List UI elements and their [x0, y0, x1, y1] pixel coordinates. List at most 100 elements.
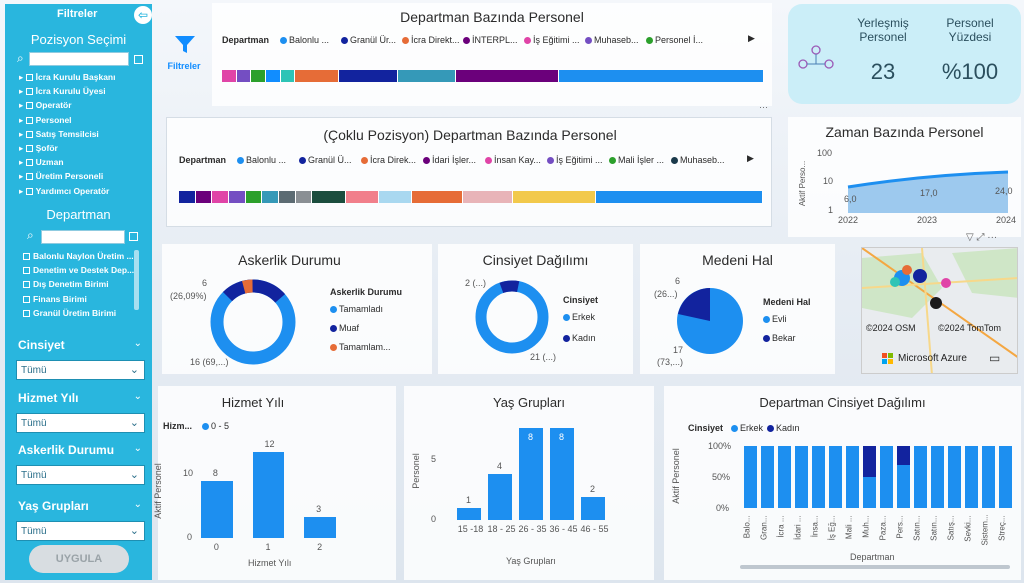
bar-segment[interactable]	[195, 191, 213, 203]
checkbox[interactable]	[25, 116, 33, 124]
bar-erkek[interactable]	[761, 446, 774, 508]
checkbox[interactable]	[23, 309, 30, 317]
bar-segment[interactable]	[456, 70, 559, 82]
legend-item[interactable]: İnsan Kay...	[485, 155, 541, 165]
legend-item[interactable]: Kadın	[563, 333, 596, 343]
chevron-down-icon[interactable]: ⌄	[133, 391, 142, 402]
bar-segment[interactable]	[345, 191, 380, 203]
checkbox[interactable]	[25, 173, 33, 181]
checkbox[interactable]	[25, 130, 33, 138]
bar-kadin[interactable]	[863, 446, 876, 477]
bar-segment[interactable]	[558, 70, 764, 82]
legend-item[interactable]: Kadın	[767, 423, 800, 433]
bar[interactable]	[201, 480, 233, 538]
filter-dropdown[interactable]: Tümü ⌄	[16, 360, 145, 380]
bar[interactable]	[304, 516, 336, 538]
legend-next-icon[interactable]: ▶	[747, 153, 754, 163]
pozisyon-item[interactable]: ▸ Operatör	[19, 100, 72, 111]
legend-item[interactable]: İcra Direkt...	[402, 35, 460, 45]
departman-item[interactable]: Finans Birimi	[23, 294, 87, 304]
bar-erkek[interactable]	[795, 446, 808, 508]
more-options-icon[interactable]: ···	[759, 102, 768, 112]
bar-segment[interactable]	[280, 70, 296, 82]
legend-item[interactable]: Personel İ...	[646, 35, 703, 45]
bar-erkek[interactable]	[744, 446, 757, 508]
legend-item[interactable]: Muaf	[330, 323, 359, 333]
bar-segment[interactable]	[212, 191, 230, 203]
legend-item[interactable]: Granül Ü...	[299, 155, 352, 165]
visual-header-icons[interactable]: ▽ ⤢ ···	[966, 232, 997, 243]
checkbox[interactable]	[25, 187, 33, 195]
legend-item[interactable]: Balonlu ...	[280, 35, 329, 45]
bar-erkek[interactable]	[897, 464, 910, 508]
checkbox[interactable]	[25, 74, 33, 81]
bar-erkek[interactable]	[982, 446, 995, 508]
legend-item[interactable]: Erkek	[563, 312, 595, 322]
bar-erkek[interactable]	[914, 446, 927, 508]
comment-icon[interactable]: ▭	[989, 351, 1001, 365]
departman-item[interactable]: Balonlu Naylon Üretim ...	[23, 251, 134, 261]
bar-erkek[interactable]	[948, 446, 961, 508]
chevron-down-icon[interactable]: ⌄	[133, 338, 142, 349]
departman-item[interactable]: Denetim ve Destek Dep...	[23, 265, 134, 275]
horizontal-scrollbar[interactable]	[740, 565, 1010, 569]
legend-item[interactable]: Tamamlam...	[330, 342, 391, 352]
bar-segment[interactable]	[295, 70, 340, 82]
bar-erkek[interactable]	[829, 446, 842, 508]
select-all-icon[interactable]	[129, 232, 138, 241]
select-all-icon[interactable]	[134, 55, 143, 64]
chevron-down-icon[interactable]: ⌄	[133, 499, 142, 510]
bar[interactable]	[457, 508, 481, 520]
bar-erkek[interactable]	[880, 446, 893, 508]
legend-item[interactable]: Evli	[763, 314, 787, 324]
filter-dropdown[interactable]: Tümü ⌄	[16, 521, 145, 541]
checkbox[interactable]	[23, 267, 30, 275]
pozisyon-item[interactable]: ▸ Satış Temsilcisi	[19, 128, 99, 139]
checkbox[interactable]	[25, 88, 33, 96]
legend-item[interactable]: İş Eğitimi ...	[524, 35, 580, 45]
pozisyon-item[interactable]: ▸ İcra Kurulu Üyesi	[19, 86, 106, 97]
bar-kadin[interactable]	[897, 446, 910, 465]
pozisyon-item[interactable]: ▸ Üretim Personeli	[19, 171, 104, 182]
checkbox[interactable]	[25, 102, 33, 110]
bar-erkek[interactable]	[965, 446, 978, 508]
checkbox[interactable]	[25, 145, 33, 152]
pozisyon-item[interactable]: ▸ Personel	[19, 114, 72, 125]
bar[interactable]	[519, 427, 543, 520]
legend-item[interactable]: Muhaseb...	[585, 35, 639, 45]
bar-erkek[interactable]	[846, 446, 859, 508]
checkbox[interactable]	[23, 295, 30, 303]
legend-item[interactable]: İcra Direk...	[361, 155, 416, 165]
bar-segment[interactable]	[412, 191, 463, 203]
legend-item[interactable]: Mali İşler ...	[609, 155, 664, 165]
bar-erkek[interactable]	[778, 446, 791, 508]
departman-item[interactable]: Granül Üretim Birimi	[23, 308, 116, 318]
bar-segment[interactable]	[179, 191, 196, 203]
pozisyon-item[interactable]: ▸ İcra Kurulu Başkanı	[19, 72, 116, 82]
bar-segment[interactable]	[251, 70, 266, 82]
bar-segment[interactable]	[379, 191, 413, 203]
bar[interactable]	[581, 496, 605, 520]
filter-dropdown[interactable]: Tümü ⌄	[16, 413, 145, 433]
legend-item[interactable]: Bekar	[763, 333, 796, 343]
bar-segment[interactable]	[279, 191, 296, 203]
departman-item[interactable]: Dış Denetim Birimi	[23, 279, 109, 289]
bar-erkek[interactable]	[931, 446, 944, 508]
legend-item[interactable]: Balonlu ...	[237, 155, 286, 165]
legend-item[interactable]: İdari İşler...	[423, 155, 476, 165]
pozisyon-item[interactable]: ▸ Uzman	[19, 157, 64, 168]
bar-erkek[interactable]	[812, 446, 825, 508]
bar-segment[interactable]	[512, 191, 596, 203]
bar[interactable]	[550, 427, 574, 520]
legend-item[interactable]: İNTERPL...	[463, 35, 518, 45]
bar-segment[interactable]	[222, 70, 237, 82]
bar[interactable]	[488, 473, 512, 520]
bar-segment[interactable]	[265, 70, 281, 82]
bar-segment[interactable]	[595, 191, 763, 203]
pozisyon-search-input[interactable]	[29, 52, 129, 66]
bar-segment[interactable]	[397, 70, 457, 82]
bar-segment[interactable]	[339, 70, 398, 82]
legend-item[interactable]: Muhaseb...	[671, 155, 725, 165]
bar-segment[interactable]	[462, 191, 513, 203]
departman-search-input[interactable]	[41, 230, 125, 244]
